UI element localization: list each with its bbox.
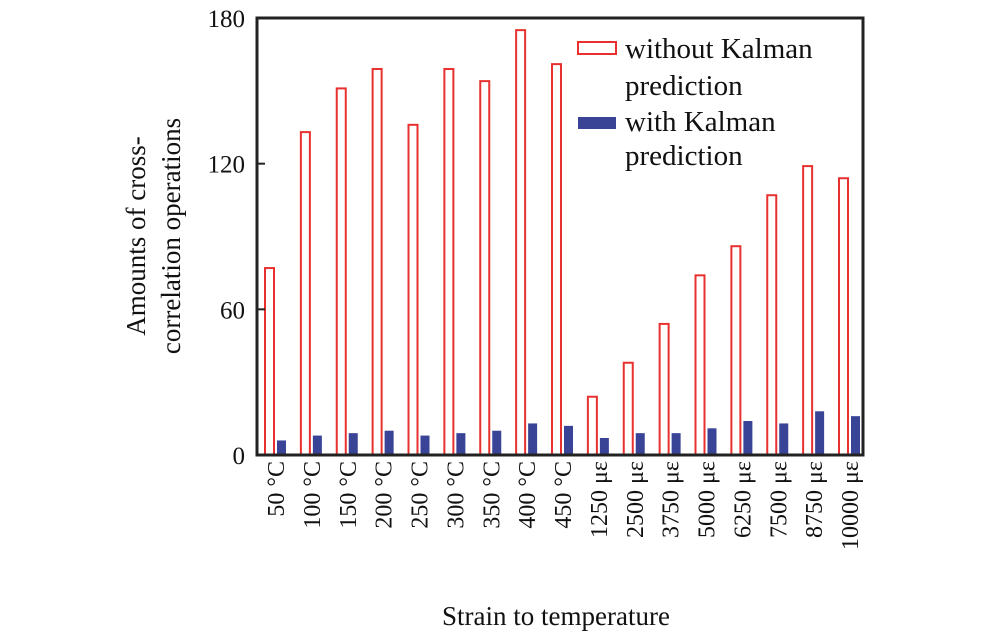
bar-without-kalman [515, 29, 527, 457]
plot-area-frame [255, 16, 865, 457]
legend-label-with-kalman-line-2: prediction [625, 140, 743, 172]
bar-with-kalman [851, 416, 860, 455]
x-tick-label: 250 °C [408, 461, 434, 529]
series-with-kalman-bars [277, 411, 860, 455]
bar-without-kalman [264, 267, 275, 456]
legend: without Kalman prediction with Kalman pr… [577, 33, 813, 172]
bar-with-kalman [635, 433, 645, 455]
bar-with-kalman [779, 423, 789, 455]
x-tick-label: 400 °C [515, 461, 541, 529]
x-tick-label: 450 °C [551, 461, 577, 529]
bar-with-kalman [671, 433, 681, 455]
x-axis-label: Strain to temperature [442, 601, 670, 631]
y-tick-label: 120 [208, 152, 246, 179]
x-tick-label: 1250 με [587, 461, 613, 538]
legend-swatch-without-kalman [577, 41, 617, 55]
x-tick-label: 350 °C [479, 461, 505, 529]
y-axis-label-line-2: correlation operations [156, 118, 186, 354]
y-tick-label: 0 [233, 443, 246, 470]
bar-without-kalman [335, 87, 347, 457]
x-tick-label: 10000 με [838, 461, 864, 550]
bar-with-kalman [312, 435, 322, 455]
bar-with-kalman [528, 423, 538, 455]
bar-with-kalman [456, 433, 466, 455]
y-axis-ticks: 0 60 120 180 [208, 6, 265, 470]
x-tick-label: 2500 με [623, 461, 649, 538]
bar-without-kalman [766, 194, 778, 456]
bar-with-kalman [707, 428, 717, 455]
legend-swatch-with-kalman [578, 117, 616, 129]
x-tick-label: 300 °C [443, 461, 469, 529]
bar-with-kalman [384, 430, 394, 455]
bar-without-kalman [479, 80, 491, 456]
x-tick-label: 3750 με [659, 461, 685, 538]
bar-without-kalman [838, 177, 849, 456]
x-tick-label: 5000 με [695, 461, 721, 538]
bar-with-kalman [564, 425, 573, 455]
legend-label-without-kalman-line-1: without Kalman [625, 33, 813, 65]
bar-with-kalman [420, 435, 430, 455]
x-axis-ticks: 50 °C 100 °C 150 °C 200 °C 250 °C 300 °C 350 °… [264, 461, 864, 550]
x-tick-label: 200 °C [372, 461, 398, 529]
x-tick-label: 8750 με [802, 461, 828, 538]
bar-with-kalman [815, 411, 825, 455]
bar-without-kalman [658, 322, 670, 456]
bar-without-kalman [730, 245, 742, 456]
legend-label-with-kalman-line-1: with Kalman [625, 106, 776, 138]
bar-with-kalman [599, 438, 609, 455]
bar-without-kalman [407, 123, 419, 456]
x-tick-label: 6250 με [730, 461, 756, 538]
bar-without-kalman [802, 165, 814, 456]
bar-with-kalman [277, 440, 286, 455]
bar-with-kalman [743, 421, 753, 455]
x-tick-label: 50 °C [264, 461, 290, 517]
x-tick-label: 7500 με [766, 461, 792, 538]
x-tick-label: 100 °C [300, 461, 326, 529]
bar-without-kalman [371, 67, 383, 456]
bar-without-kalman [443, 67, 455, 456]
legend-label-without-kalman-line-2: prediction [625, 70, 743, 102]
bar-with-kalman [348, 433, 358, 455]
bar-without-kalman [694, 274, 706, 456]
y-axis-label-line-1: Amounts of cross- [121, 136, 151, 335]
y-tick-label: 60 [220, 297, 245, 324]
bar-with-kalman [492, 430, 502, 455]
bar-without-kalman [551, 63, 562, 456]
x-tick-label: 150 °C [336, 461, 362, 529]
bar-without-kalman [622, 361, 634, 456]
bar-without-kalman [299, 131, 311, 456]
bar-without-kalman [586, 395, 598, 457]
y-tick-label: 180 [208, 6, 246, 33]
series-without-kalman-bars [264, 29, 849, 457]
